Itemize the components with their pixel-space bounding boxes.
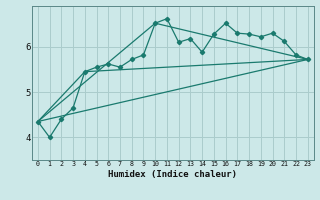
X-axis label: Humidex (Indice chaleur): Humidex (Indice chaleur) [108,170,237,179]
